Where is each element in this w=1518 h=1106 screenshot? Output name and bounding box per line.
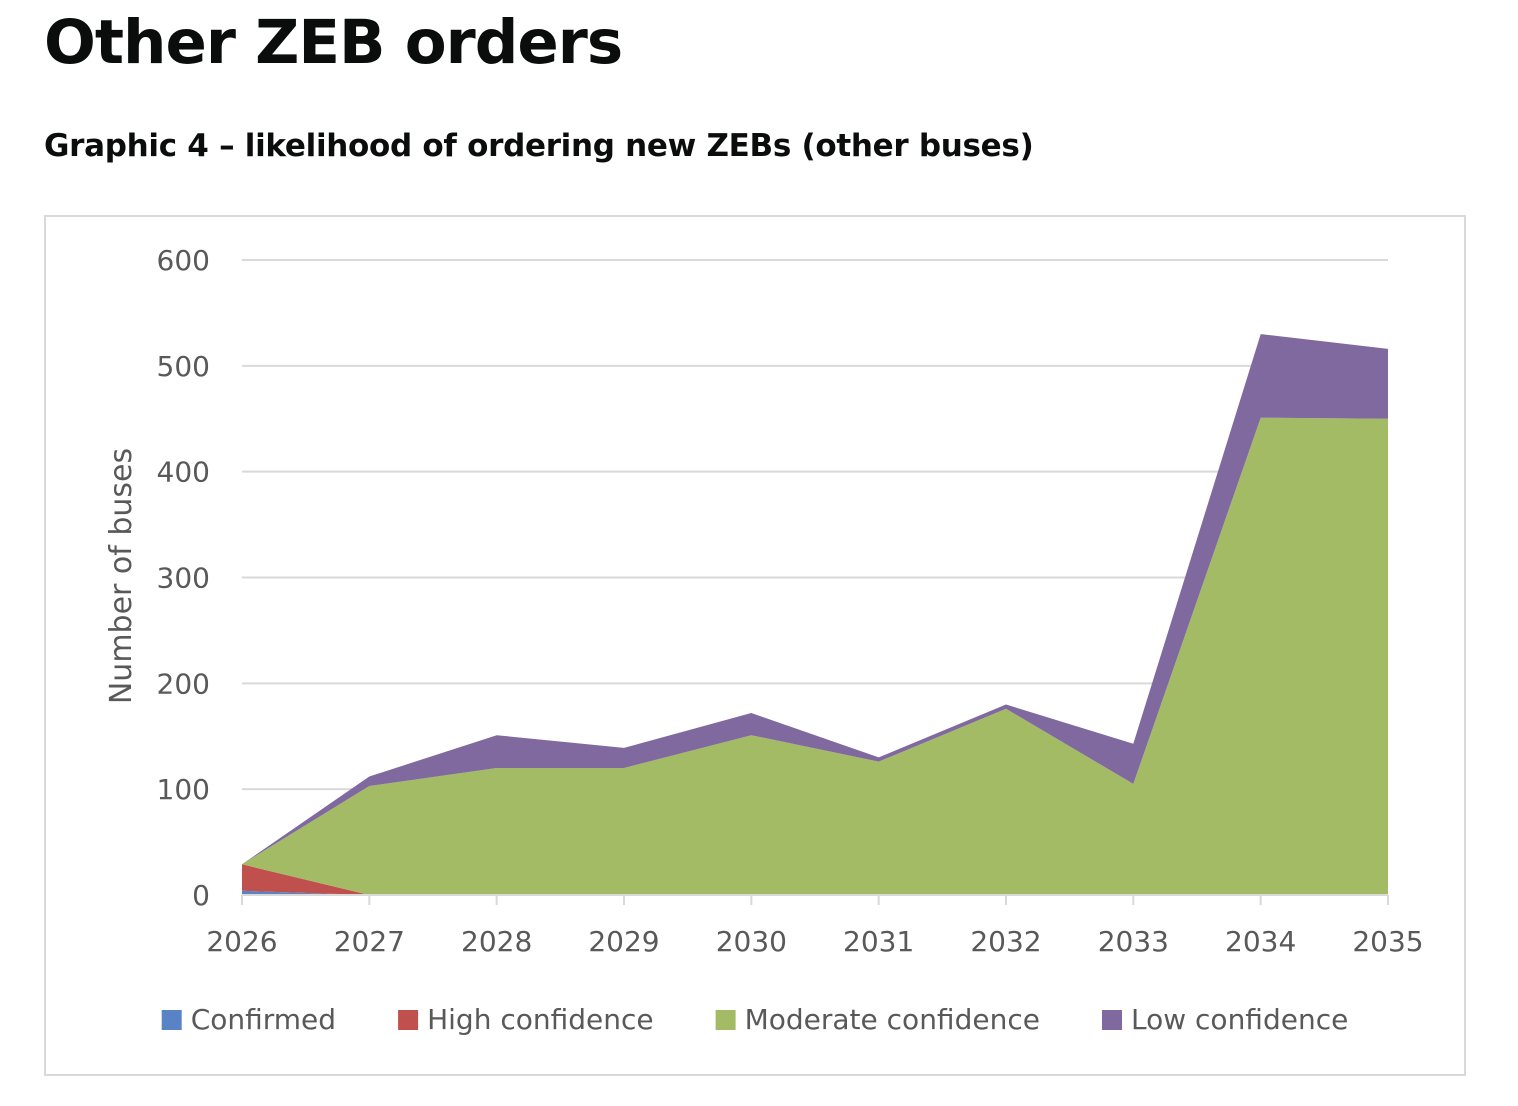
x-tick-label: 2026 xyxy=(206,925,277,958)
legend-swatch xyxy=(715,1010,736,1030)
x-tick-label: 2032 xyxy=(970,925,1041,958)
legend-label: High confidence xyxy=(427,1003,654,1036)
chart-svg: 0 100 200 300 400 500 600 2026 2027 2028 2029 2030 2… xyxy=(104,244,1424,1036)
chart-frame: 0 100 200 300 400 500 600 2026 2027 2028 2029 2030 2… xyxy=(44,215,1466,1076)
y-tick-label: 600 xyxy=(157,244,210,277)
y-tick-label: 200 xyxy=(157,667,210,700)
page-title: Other ZEB orders xyxy=(44,7,623,78)
axis-layer: 0 100 200 300 400 500 600 2026 2027 2028 2029 2030 2… xyxy=(157,244,1424,958)
y-tick-label: 500 xyxy=(157,350,210,383)
x-tick-label: 2030 xyxy=(716,925,787,958)
legend-swatch xyxy=(161,1010,182,1030)
y-tick-label: 300 xyxy=(157,562,210,595)
legend-layer: Confirmed High confidence Moderate confide… xyxy=(161,1003,1348,1036)
y-tick-label: 0 xyxy=(192,879,210,912)
legend-item-moderate-confidence: Moderate confidence xyxy=(715,1003,1040,1036)
legend-label: Confirmed xyxy=(191,1003,336,1036)
x-tick-label: 2035 xyxy=(1352,925,1423,958)
x-tick-label: 2027 xyxy=(334,925,405,958)
legend-swatch xyxy=(398,1010,419,1030)
legend-item-confirmed: Confirmed xyxy=(161,1003,336,1036)
legend-label: Low confidence xyxy=(1131,1003,1348,1036)
area-moderate-confidence xyxy=(242,417,1388,895)
legend-item-high-confidence: High confidence xyxy=(398,1003,654,1036)
x-tick-label: 2031 xyxy=(843,925,914,958)
area-layer xyxy=(242,334,1388,895)
legend-swatch xyxy=(1102,1010,1122,1030)
chart-heading: Graphic 4 – likelihood of ordering new Z… xyxy=(44,128,1034,164)
x-tick-label: 2028 xyxy=(461,925,532,958)
y-axis-title: Number of buses xyxy=(104,448,139,704)
area-low-confidence xyxy=(242,334,1388,865)
y-tick-label: 400 xyxy=(157,456,210,489)
x-tick-label: 2029 xyxy=(588,925,659,958)
x-tick-label: 2033 xyxy=(1098,925,1169,958)
legend-item-low-confidence: Low confidence xyxy=(1102,1003,1348,1036)
legend-label: Moderate confidence xyxy=(745,1003,1040,1036)
y-tick-label: 100 xyxy=(157,773,210,806)
x-tick-label: 2034 xyxy=(1225,925,1296,958)
